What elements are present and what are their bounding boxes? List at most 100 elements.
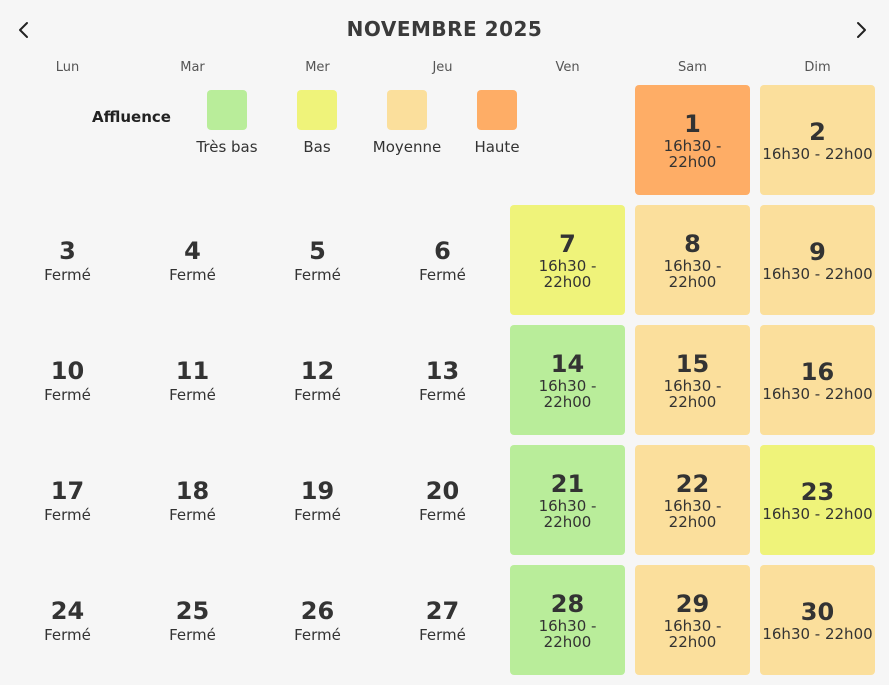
day-number: 26 bbox=[300, 597, 335, 625]
closed-label: Fermé bbox=[419, 386, 466, 404]
legend-label: Bas bbox=[303, 138, 331, 156]
closed-label: Fermé bbox=[419, 266, 466, 284]
day-number: 15 bbox=[675, 350, 710, 378]
day-number: 11 bbox=[175, 357, 210, 385]
legend-label: Très bas bbox=[196, 138, 258, 156]
opening-hours: 16h30 - 22h00 bbox=[663, 617, 722, 651]
day-number: 19 bbox=[300, 477, 335, 505]
day-cell[interactable]: 8 16h30 - 22h00 bbox=[635, 205, 750, 315]
legend-swatch bbox=[387, 90, 427, 130]
prev-month-button[interactable] bbox=[8, 14, 40, 46]
closed-label: Fermé bbox=[44, 506, 91, 524]
day-cell[interactable]: 21 16h30 - 22h00 bbox=[510, 445, 625, 555]
opening-hours: 16h30 - 22h00 bbox=[663, 497, 722, 531]
day-cell[interactable]: 29 16h30 - 22h00 bbox=[635, 565, 750, 675]
day-number: 10 bbox=[50, 357, 85, 385]
day-number: 29 bbox=[675, 590, 710, 618]
weekday-label: Sam bbox=[678, 60, 707, 75]
weekday-label: Ven bbox=[555, 60, 580, 75]
day-cell[interactable]: 16 16h30 - 22h00 bbox=[760, 325, 875, 435]
legend-title: Affluence bbox=[92, 108, 171, 126]
day-number: 1 bbox=[684, 110, 701, 138]
day-cell[interactable]: 23 16h30 - 22h00 bbox=[760, 445, 875, 555]
day-cell[interactable]: 2 16h30 - 22h00 bbox=[760, 85, 875, 195]
day-cell-closed: 3 Fermé bbox=[10, 205, 125, 315]
closed-label: Fermé bbox=[44, 266, 91, 284]
opening-hours: 16h30 - 22h00 bbox=[762, 145, 873, 163]
day-number: 17 bbox=[50, 477, 85, 505]
day-cell-closed: 26 Fermé bbox=[260, 565, 375, 675]
day-cell[interactable]: 30 16h30 - 22h00 bbox=[760, 565, 875, 675]
day-number: 4 bbox=[184, 237, 201, 265]
legend-item-high: Haute bbox=[447, 90, 547, 156]
day-cell[interactable]: 9 16h30 - 22h00 bbox=[760, 205, 875, 315]
opening-hours: 16h30 - 22h00 bbox=[538, 377, 597, 411]
closed-label: Fermé bbox=[419, 626, 466, 644]
legend-label: Haute bbox=[474, 138, 520, 156]
day-number: 12 bbox=[300, 357, 335, 385]
weekday-label: Jeu bbox=[432, 60, 453, 75]
opening-hours: 16h30 - 22h00 bbox=[762, 385, 873, 403]
day-cell-closed: 13 Fermé bbox=[385, 325, 500, 435]
chevron-left-icon bbox=[19, 22, 28, 38]
closed-label: Fermé bbox=[294, 386, 341, 404]
day-number: 5 bbox=[309, 237, 326, 265]
legend-swatch bbox=[477, 90, 517, 130]
day-cell-closed: 4 Fermé bbox=[135, 205, 250, 315]
day-number: 7 bbox=[559, 230, 576, 258]
legend-item-low: Bas bbox=[267, 90, 367, 156]
day-cell[interactable]: 28 16h30 - 22h00 bbox=[510, 565, 625, 675]
closed-label: Fermé bbox=[44, 386, 91, 404]
month-title: NOVEMBRE 2025 bbox=[346, 17, 543, 41]
day-cell-closed: 10 Fermé bbox=[10, 325, 125, 435]
opening-hours: 16h30 - 22h00 bbox=[538, 617, 597, 651]
legend-label: Moyenne bbox=[372, 138, 442, 156]
day-cell-closed: 12 Fermé bbox=[260, 325, 375, 435]
chevron-right-icon bbox=[857, 22, 866, 38]
weekday-label: Mar bbox=[180, 60, 205, 75]
day-cell[interactable]: 7 16h30 - 22h00 bbox=[510, 205, 625, 315]
day-number: 3 bbox=[59, 237, 76, 265]
day-number: 16 bbox=[800, 358, 835, 386]
opening-hours: 16h30 - 22h00 bbox=[663, 377, 722, 411]
day-number: 28 bbox=[550, 590, 585, 618]
day-cell-closed: 27 Fermé bbox=[385, 565, 500, 675]
weekday-header: Lun Mar Mer Jeu Ven Sam Dim bbox=[0, 60, 889, 80]
closed-label: Fermé bbox=[294, 506, 341, 524]
opening-hours: 16h30 - 22h00 bbox=[663, 257, 722, 291]
legend-swatch bbox=[207, 90, 247, 130]
day-number: 8 bbox=[684, 230, 701, 258]
day-number: 2 bbox=[809, 118, 826, 146]
day-cell-closed: 11 Fermé bbox=[135, 325, 250, 435]
day-number: 21 bbox=[550, 470, 585, 498]
closed-label: Fermé bbox=[169, 626, 216, 644]
closed-label: Fermé bbox=[44, 626, 91, 644]
closed-label: Fermé bbox=[169, 386, 216, 404]
day-number: 9 bbox=[809, 238, 826, 266]
legend-swatch bbox=[297, 90, 337, 130]
opening-hours: 16h30 - 22h00 bbox=[762, 505, 873, 523]
day-cell-closed: 20 Fermé bbox=[385, 445, 500, 555]
day-cell[interactable]: 14 16h30 - 22h00 bbox=[510, 325, 625, 435]
opening-hours: 16h30 - 22h00 bbox=[762, 625, 873, 643]
day-number: 6 bbox=[434, 237, 451, 265]
day-cell[interactable]: 22 16h30 - 22h00 bbox=[635, 445, 750, 555]
closed-label: Fermé bbox=[294, 266, 341, 284]
day-cell-closed: 17 Fermé bbox=[10, 445, 125, 555]
legend-item-very-low: Très bas bbox=[177, 90, 277, 156]
day-number: 23 bbox=[800, 478, 835, 506]
closed-label: Fermé bbox=[419, 506, 466, 524]
day-cell[interactable]: 1 16h30 - 22h00 bbox=[635, 85, 750, 195]
day-cell-closed: 5 Fermé bbox=[260, 205, 375, 315]
calendar-header: NOVEMBRE 2025 bbox=[0, 0, 889, 60]
day-number: 13 bbox=[425, 357, 460, 385]
day-cell[interactable]: 15 16h30 - 22h00 bbox=[635, 325, 750, 435]
weekday-label: Mer bbox=[305, 60, 330, 75]
day-number: 25 bbox=[175, 597, 210, 625]
day-cell-closed: 25 Fermé bbox=[135, 565, 250, 675]
next-month-button[interactable] bbox=[845, 14, 877, 46]
closed-label: Fermé bbox=[294, 626, 341, 644]
weekday-label: Lun bbox=[55, 60, 80, 75]
day-cell-closed: 19 Fermé bbox=[260, 445, 375, 555]
day-number: 22 bbox=[675, 470, 710, 498]
